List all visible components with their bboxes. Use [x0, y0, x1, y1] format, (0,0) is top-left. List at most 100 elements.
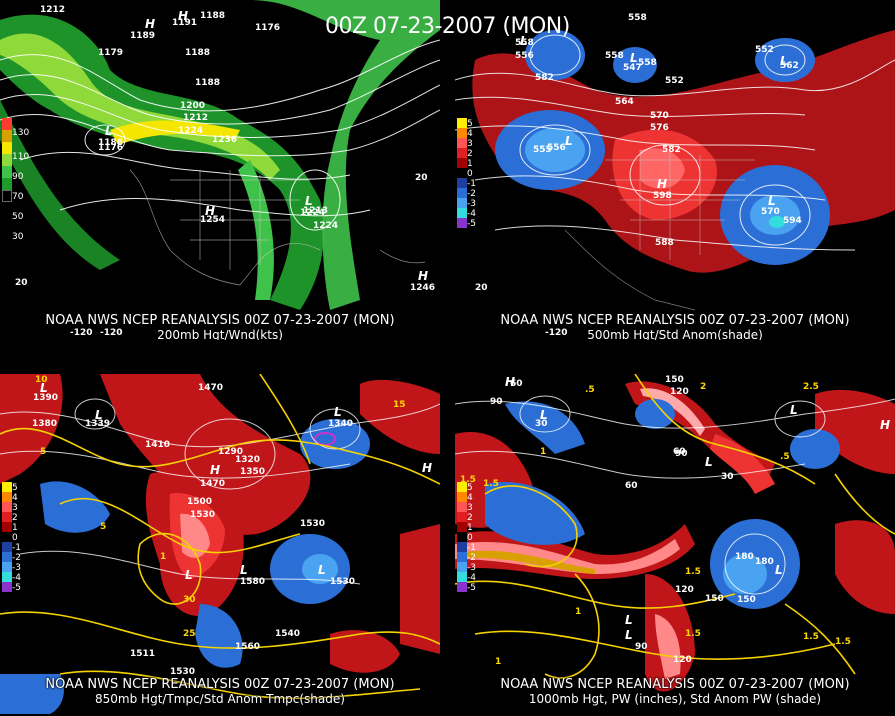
legend-swatch [2, 482, 12, 492]
low-marker: L [105, 124, 113, 138]
legend-swatch [457, 188, 467, 198]
high-marker: H [657, 177, 667, 191]
contour-label: 10 [35, 375, 48, 385]
legend-swatch [2, 118, 12, 130]
contour-label: 588 [655, 238, 674, 248]
legend-label: 2 [467, 513, 473, 523]
low-marker: L [625, 628, 633, 642]
contour-label: 1560 [235, 642, 260, 652]
contour-label: 1540 [275, 629, 300, 639]
legend-swatch [2, 142, 12, 154]
legend-swatch [2, 562, 12, 572]
legend-label: 5 [12, 483, 18, 493]
legend-swatch [457, 218, 467, 228]
contour-label: 564 [615, 97, 634, 107]
high-marker: H [418, 269, 428, 283]
low-marker: L [565, 134, 573, 148]
contour-label: 582 [662, 145, 681, 155]
legend-swatch [2, 582, 12, 592]
low-marker: L [334, 405, 342, 419]
contour-label: 30 [183, 595, 196, 605]
contour-label: 1470 [200, 479, 225, 489]
contour-label: 547 [623, 63, 642, 73]
low-marker: L [705, 455, 713, 469]
legend-label: 50 [12, 212, 24, 222]
legend-swatch [2, 178, 12, 190]
lon-label: -120 [545, 328, 568, 338]
legend-label: 70 [12, 192, 24, 202]
center-value: 1246 [410, 283, 435, 293]
caption-line2: 200mb Hgt/Wnd(kts) [157, 328, 283, 340]
contour-label: 1191 [172, 18, 197, 28]
contour-label: 15 [393, 400, 406, 410]
legend-swatch [2, 512, 12, 522]
contour-label: 1320 [235, 455, 260, 465]
contour-label: 1.5 [835, 637, 851, 647]
caption-line2: 500mb Hgt/Std Anom(shade) [587, 328, 763, 340]
low-marker: L [95, 408, 103, 422]
low-marker: L [240, 563, 248, 577]
center-value: 1186 [98, 138, 123, 148]
high-marker: H [880, 418, 890, 432]
contour-label: 30 [721, 472, 734, 482]
legend-850mb [2, 482, 12, 592]
legend-label: 5 [467, 119, 473, 129]
legend-label: -1 [467, 543, 476, 553]
contour-label: 1188 [200, 11, 225, 21]
legend-label: -3 [12, 563, 21, 573]
legend-label: -3 [467, 199, 476, 209]
contour-label: 150 [737, 595, 756, 605]
high-marker: H [145, 17, 155, 31]
legend-swatch [2, 502, 12, 512]
contour-label: 558 [628, 13, 647, 23]
caption-line1: NOAA NWS NCEP REANALYSIS 00Z 07-23-2007 … [45, 677, 395, 692]
high-marker: H [205, 204, 215, 218]
legend-label: -5 [12, 583, 21, 593]
legend-swatch [457, 118, 467, 128]
contour-label: 555 [533, 145, 552, 155]
high-marker: H [422, 461, 432, 475]
contour-label: 120 [675, 585, 694, 595]
contour-label: 30 [535, 419, 548, 429]
low-marker: L [775, 563, 783, 577]
contour-label: 556 [547, 143, 566, 153]
contour-label: 594 [783, 216, 802, 226]
contour-label: 582 [535, 73, 554, 83]
contour-label: 1.5 [803, 632, 819, 642]
low-marker: L [318, 563, 326, 577]
legend-label: 130 [12, 128, 30, 138]
legend-swatch [2, 522, 12, 532]
contour-label: 60 [673, 447, 686, 457]
contour-label: 1188 [185, 48, 210, 58]
legend-label: -4 [467, 573, 476, 583]
legend-label: -5 [467, 219, 476, 229]
legend-swatch [457, 208, 467, 218]
lat-label: 20 [415, 173, 428, 183]
legend-label: 5 [467, 483, 473, 493]
legend-label: 2 [12, 513, 18, 523]
caption-200mb: NOAA NWS NCEP REANALYSIS 00Z 07-23-2007 … [0, 314, 440, 341]
legend-label: 2 [467, 149, 473, 159]
contour-label: 1.5 [460, 475, 476, 485]
contour-label: 1530 [170, 667, 195, 677]
lon-label: -120 [100, 328, 123, 338]
map-500mb: 558 558 552 564 570 576 582 588 594 582 … [455, 0, 895, 340]
contour-label: 1511 [130, 649, 155, 659]
caption-line2: 1000mb Hgt, PW (inches), Std Anom PW (sh… [528, 692, 822, 706]
contour-label: .5 [585, 385, 595, 395]
contour-label: 1390 [33, 393, 58, 403]
contour-label: 1470 [198, 383, 223, 393]
contour-label: 556 [515, 51, 534, 61]
legend-label: 3 [467, 139, 473, 149]
contour-label: 1530 [330, 577, 355, 587]
high-marker: H [178, 9, 188, 23]
caption-850mb: NOAA NWS NCEP REANALYSIS 00Z 07-23-2007 … [0, 677, 440, 707]
legend-swatch [457, 542, 467, 552]
contour-label: 558 [605, 51, 624, 61]
legend-swatch [457, 148, 467, 158]
map-200mb: 1212 1188 1188 1200 1212 1224 1236 1188 … [0, 0, 440, 340]
legend-swatch [457, 572, 467, 582]
legend-swatch [2, 190, 12, 202]
contour-label: 1212 [183, 113, 208, 123]
contour-label: 576 [650, 123, 669, 133]
